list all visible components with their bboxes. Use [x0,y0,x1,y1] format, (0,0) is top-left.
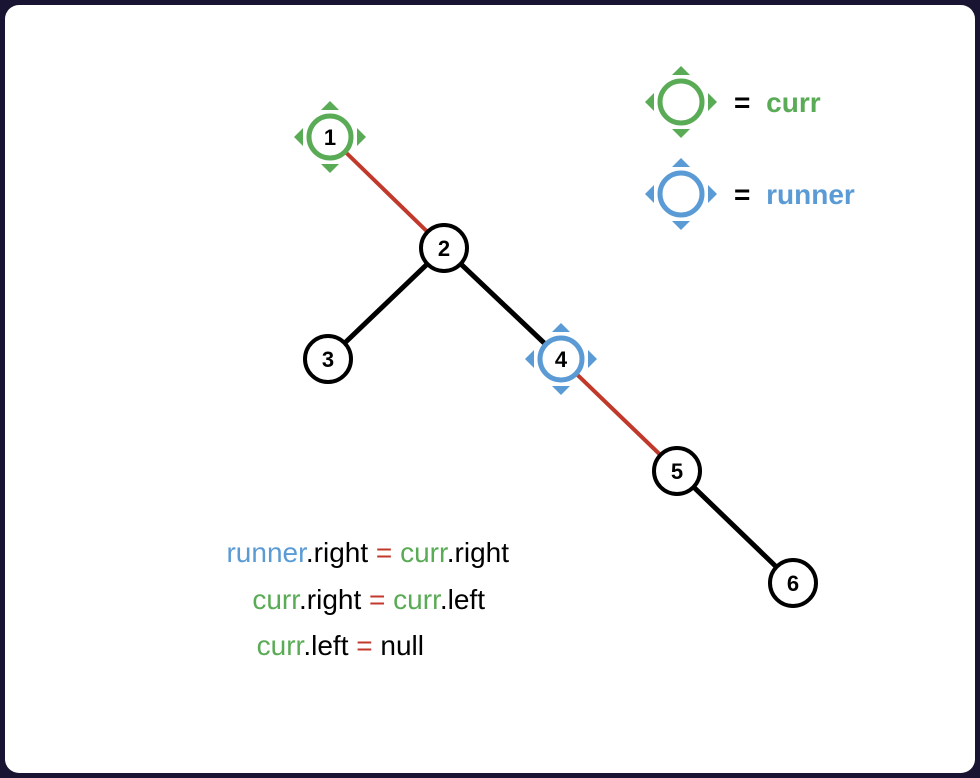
node-5-label: 5 [671,459,683,484]
legend-curr-equals: = [734,87,750,118]
edge-4-5 [559,357,679,473]
node-4-label: 4 [555,347,568,372]
diagram-panel [5,5,975,773]
legend-runner-equals: = [734,179,750,210]
node-6: 6 [768,558,818,608]
code-line-3: curr.left = null [257,630,424,661]
legend: = curr = runner [645,66,855,230]
edge-2-4 [442,246,563,361]
node-6-label: 6 [787,571,799,596]
legend-runner: = runner [645,158,855,230]
node-3-label: 3 [322,347,334,372]
legend-curr-marker-icon [645,66,717,138]
node-2-label: 2 [438,236,450,261]
code-line-1: runner.right = curr.right [226,537,509,568]
legend-curr: = curr [645,66,821,138]
svg-text:= runner: = runner [734,179,855,210]
legend-runner-marker-icon [645,158,717,230]
legend-runner-label: runner [766,179,855,210]
node-2: 2 [419,223,469,273]
node-3: 3 [303,334,353,384]
node-1: 1 [294,101,366,173]
node-5: 5 [652,446,702,496]
edge-5-6 [675,469,795,585]
svg-text:= curr: = curr [734,87,821,118]
edge-2-3 [326,246,446,361]
edge-1-2 [328,135,446,250]
code-line-2: curr.right = curr.left [252,584,485,615]
node-1-label: 1 [324,125,336,150]
code-block: runner.right = curr.right curr.right = c… [226,537,509,661]
node-4: 4 [525,323,597,395]
legend-curr-label: curr [766,87,821,118]
